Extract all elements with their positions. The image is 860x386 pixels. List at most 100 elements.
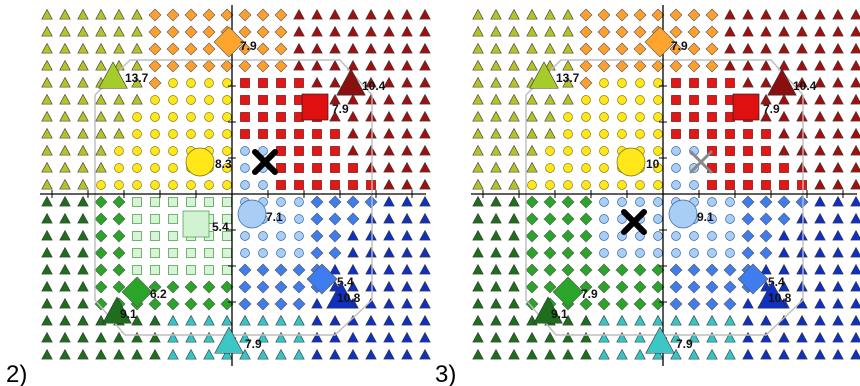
small-darkred-triangle bbox=[832, 76, 844, 88]
small-olive-triangle bbox=[490, 110, 502, 122]
small-lightblue-circle bbox=[635, 248, 645, 258]
small-orange-diamond bbox=[166, 8, 180, 22]
small-darkred-triangle bbox=[778, 110, 790, 122]
small-yellow-circle bbox=[653, 95, 663, 105]
small-navy-triangle bbox=[311, 314, 323, 326]
small-green-diamond bbox=[112, 280, 126, 294]
small-navy-triangle bbox=[365, 263, 377, 275]
small-darkred-triangle bbox=[383, 144, 395, 156]
small-olive-triangle bbox=[508, 8, 520, 20]
small-darkred-triangle bbox=[311, 76, 323, 88]
small-darkred-triangle bbox=[850, 93, 860, 105]
small-orange-diamond bbox=[633, 42, 647, 56]
label-orange-diamond: 7.9 bbox=[240, 39, 257, 53]
small-darkgreen-triangle bbox=[59, 297, 71, 309]
small-navy-triangle bbox=[419, 331, 431, 343]
small-darkgreen-triangle bbox=[113, 331, 125, 343]
small-navy-triangle bbox=[778, 348, 790, 360]
small-olive-triangle bbox=[472, 8, 484, 20]
small-yellow-circle bbox=[635, 129, 645, 139]
small-orange-diamond bbox=[238, 42, 252, 56]
small-lightblue-circle bbox=[240, 163, 250, 173]
small-green-diamond bbox=[94, 195, 108, 209]
small-darkred-triangle bbox=[832, 110, 844, 122]
small-yellow-circle bbox=[168, 129, 178, 139]
small-darkgreen-triangle bbox=[508, 263, 520, 275]
small-navy-triangle bbox=[760, 314, 772, 326]
small-olive-triangle bbox=[526, 144, 538, 156]
small-blue-diamond bbox=[346, 212, 360, 226]
small-cyan-triangle bbox=[724, 348, 736, 360]
small-orange-diamond bbox=[705, 8, 719, 22]
small-orange-diamond bbox=[579, 76, 593, 90]
small-navy-triangle bbox=[401, 314, 413, 326]
small-darkred-triangle bbox=[311, 8, 323, 20]
small-lightblue-circle bbox=[599, 231, 609, 241]
small-olive-triangle bbox=[77, 178, 89, 190]
small-navy-triangle bbox=[383, 314, 395, 326]
small-yellow-circle bbox=[132, 163, 142, 173]
small-orange-diamond bbox=[633, 25, 647, 39]
small-yellow-circle bbox=[581, 146, 591, 156]
small-darkred-triangle bbox=[311, 42, 323, 54]
small-red-square bbox=[743, 163, 753, 173]
small-navy-triangle bbox=[347, 314, 359, 326]
label-darkred-triangle: 10.4 bbox=[362, 79, 386, 93]
small-lightblue-circle bbox=[599, 214, 609, 224]
small-lightgreen-square bbox=[186, 265, 196, 275]
small-yellow-circle bbox=[617, 129, 627, 139]
small-cyan-triangle bbox=[706, 314, 718, 326]
small-green-diamond bbox=[633, 280, 647, 294]
small-olive-triangle bbox=[59, 93, 71, 105]
small-green-diamond bbox=[597, 280, 611, 294]
small-navy-triangle bbox=[832, 195, 844, 207]
label-darkgreen-triangle: 9.1 bbox=[551, 307, 568, 321]
small-red-square bbox=[761, 163, 771, 173]
small-navy-triangle bbox=[778, 331, 790, 343]
small-green-diamond bbox=[579, 212, 593, 226]
small-navy-triangle bbox=[760, 348, 772, 360]
small-olive-triangle bbox=[472, 42, 484, 54]
small-darkred-triangle bbox=[311, 59, 323, 71]
small-navy-triangle bbox=[796, 280, 808, 292]
small-darkred-triangle bbox=[365, 8, 377, 20]
small-green-diamond bbox=[615, 263, 629, 277]
label-lightgreen-square: 5.4 bbox=[212, 220, 229, 234]
small-navy-triangle bbox=[365, 331, 377, 343]
small-cyan-triangle bbox=[185, 314, 197, 326]
small-navy-triangle bbox=[383, 297, 395, 309]
small-navy-triangle bbox=[419, 314, 431, 326]
small-yellow-circle bbox=[617, 180, 627, 190]
small-olive-triangle bbox=[131, 25, 143, 37]
small-olive-triangle bbox=[526, 127, 538, 139]
label-darkgreen-triangle: 9.1 bbox=[120, 307, 137, 321]
small-yellow-circle bbox=[563, 180, 573, 190]
small-green-diamond bbox=[579, 297, 593, 311]
small-olive-triangle bbox=[41, 76, 53, 88]
region-outline bbox=[94, 59, 373, 336]
small-yellow-circle bbox=[150, 129, 160, 139]
small-red-square bbox=[312, 180, 322, 190]
small-lightblue-circle bbox=[671, 146, 681, 156]
small-blue-diamond bbox=[723, 263, 737, 277]
small-yellow-circle bbox=[204, 78, 214, 88]
small-red-square bbox=[294, 146, 304, 156]
small-navy-triangle bbox=[814, 314, 826, 326]
small-green-diamond bbox=[579, 229, 593, 243]
small-red-square bbox=[240, 95, 250, 105]
small-cyan-triangle bbox=[634, 348, 646, 360]
small-red-square bbox=[294, 163, 304, 173]
small-darkred-triangle bbox=[814, 42, 826, 54]
small-blue-diamond bbox=[669, 280, 683, 294]
small-olive-triangle bbox=[526, 42, 538, 54]
small-cyan-triangle bbox=[257, 331, 269, 343]
small-darkred-triangle bbox=[419, 59, 431, 71]
region-outline bbox=[525, 59, 804, 336]
small-navy-triangle bbox=[383, 263, 395, 275]
small-olive-triangle bbox=[77, 110, 89, 122]
small-lightblue-circle bbox=[258, 180, 268, 190]
small-darkgreen-triangle bbox=[508, 348, 520, 360]
small-blue-diamond bbox=[759, 246, 773, 260]
small-orange-diamond bbox=[687, 25, 701, 39]
